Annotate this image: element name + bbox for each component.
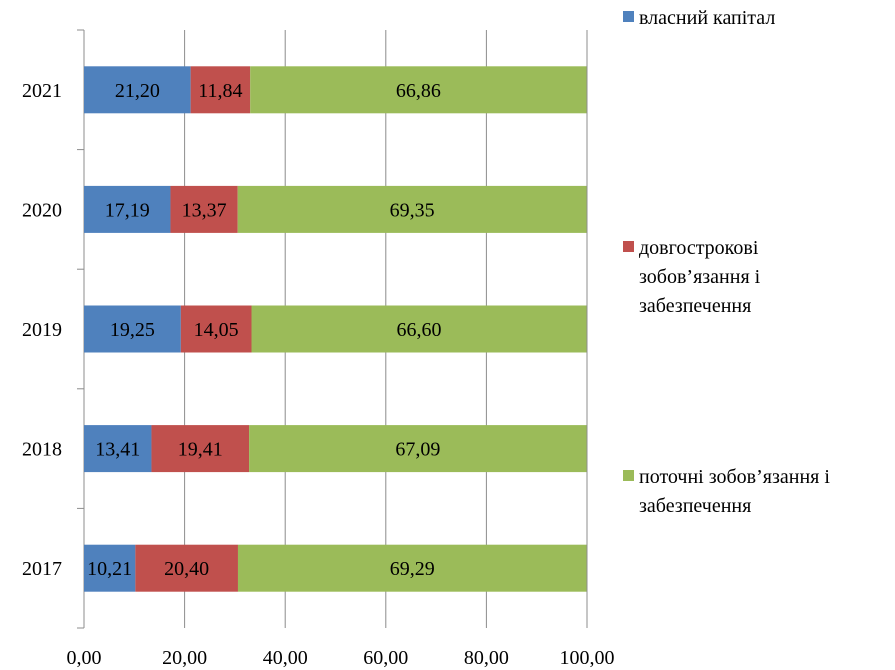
data-label: 66,86 [396, 80, 441, 102]
legend-swatch [623, 470, 634, 481]
bar-segment [237, 185, 587, 233]
bar-segment [250, 66, 587, 114]
bar-segment [135, 544, 238, 592]
legend-label: зобов’язання і [639, 266, 761, 288]
bar-segment [84, 305, 181, 353]
data-label: 20,40 [164, 558, 209, 580]
y-tick-label: 2017 [22, 558, 62, 580]
x-tick-label: 80,00 [464, 647, 509, 669]
data-label: 19,25 [110, 319, 155, 341]
data-label: 21,20 [115, 80, 160, 102]
bar-segment [190, 66, 251, 114]
data-label: 17,19 [105, 199, 150, 221]
legend-label: забезпечення [639, 295, 751, 317]
data-label: 10,21 [87, 558, 132, 580]
x-tick-label: 40,00 [263, 647, 308, 669]
x-tick-label: 60,00 [363, 647, 408, 669]
data-label: 66,60 [396, 319, 441, 341]
data-label: 13,41 [95, 439, 140, 461]
data-label: 11,84 [198, 80, 242, 102]
legend-label: власний капітал [639, 7, 775, 29]
x-tick-label: 100,00 [560, 647, 615, 669]
x-tick-label: 20,00 [162, 647, 207, 669]
bar-segment [151, 425, 250, 473]
legend-label: забезпечення [639, 495, 751, 517]
y-tick-label: 2021 [22, 80, 62, 102]
y-tick-label: 2019 [22, 319, 62, 341]
y-tick-label: 2018 [22, 439, 62, 461]
bar-segment [84, 425, 152, 473]
x-tick-label: 0,00 [67, 647, 102, 669]
bar-segment [170, 185, 238, 233]
data-label: 69,29 [390, 558, 435, 580]
bar-segment [237, 544, 587, 592]
legend-label: довгострокові [639, 237, 759, 259]
bar-segment [251, 305, 587, 353]
bar-segment [84, 544, 136, 592]
data-label: 67,09 [395, 439, 440, 461]
bar-segment [249, 425, 587, 473]
y-tick-label: 2020 [22, 199, 62, 221]
data-label: 14,05 [194, 319, 239, 341]
data-label: 19,41 [178, 439, 223, 461]
bar-segment [84, 185, 171, 233]
bar-segment [84, 66, 191, 114]
legend-swatch [623, 241, 634, 252]
legend-swatch [623, 11, 634, 22]
data-label: 13,37 [182, 199, 227, 221]
data-label: 69,35 [390, 199, 435, 221]
bar-segment [180, 305, 252, 353]
legend-label: поточні зобов’язання і [639, 466, 830, 488]
